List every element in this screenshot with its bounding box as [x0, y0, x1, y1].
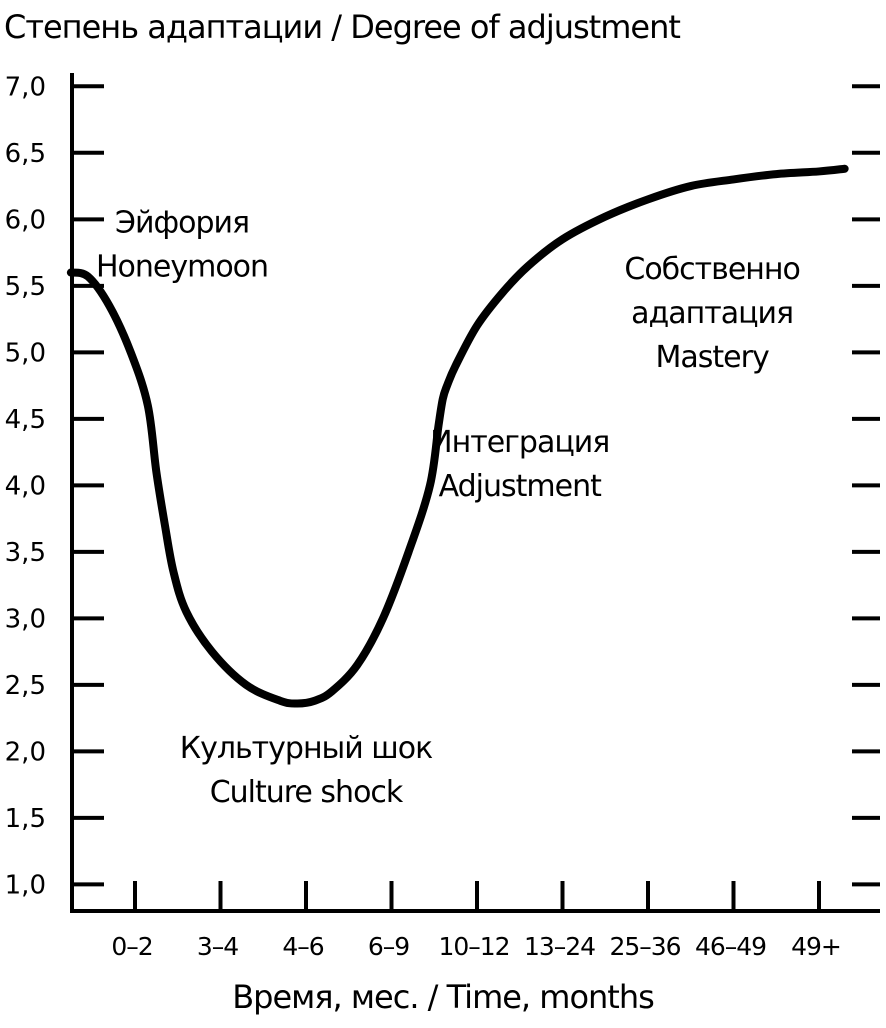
- x-tick-label: 25–36: [609, 932, 680, 961]
- y-tick-label: 3,5: [5, 538, 46, 568]
- x-tick-label: 13–24: [524, 932, 595, 961]
- chart-title: Степень адаптации / Degree of adjustment: [4, 8, 681, 46]
- y-tick-label: 4,0: [5, 471, 46, 501]
- x-tick-label: 4–6: [282, 932, 323, 961]
- x-axis-label: Время, мес. / Time, months: [232, 978, 655, 1016]
- annotations: Эйфория Honeymoon Культурный шок Culture sh…: [96, 206, 801, 810]
- y-tick-label: 5,5: [5, 272, 46, 302]
- annotation-label: Эйфория: [115, 206, 249, 241]
- annotation-label: Mastery: [656, 340, 769, 375]
- annotation-label: Собственно: [624, 252, 800, 287]
- adjustment-curve: [66, 164, 849, 708]
- x-tick-label: 3–4: [197, 932, 238, 961]
- y-axis-ticks: 1,0 1,5 2,0 2,5 3,0 3,5 4,0 4,5 5,0 5,5 6,0 6,5 7,0: [5, 72, 880, 900]
- x-tick-label: 6–9: [368, 932, 409, 961]
- annotation-label: Культурный шок: [180, 731, 433, 766]
- y-tick-label: 1,0: [5, 870, 46, 900]
- y-tick-label: 2,0: [5, 737, 46, 767]
- x-tick-label: 0–2: [111, 932, 152, 961]
- y-tick-label: 2,5: [5, 671, 46, 701]
- y-tick-label: 1,5: [5, 804, 46, 834]
- series-layer: [66, 164, 849, 708]
- y-tick-label: 6,0: [5, 205, 46, 235]
- x-tick-label: 49+: [791, 932, 841, 961]
- y-tick-label: 4,5: [5, 405, 46, 435]
- y-tick-label: 3,0: [5, 604, 46, 634]
- x-axis-ticks: 0–2 3–4 4–6 6–9 10–12 13–24 25–36 46–49 49+: [111, 881, 842, 961]
- annotation-label: Honeymoon: [96, 250, 268, 285]
- x-tick-label: 46–49: [695, 932, 766, 961]
- annotation-label: адаптация: [631, 296, 793, 331]
- x-tick-label: 10–12: [438, 932, 509, 961]
- y-tick-label: 6,5: [5, 139, 46, 169]
- y-tick-label: 7,0: [5, 72, 46, 102]
- y-tick-label: 5,0: [5, 338, 46, 368]
- annotation-label: Culture shock: [210, 775, 404, 810]
- annotation-label: Adjustment: [439, 469, 602, 504]
- annotation-label: Интеграция: [430, 425, 609, 460]
